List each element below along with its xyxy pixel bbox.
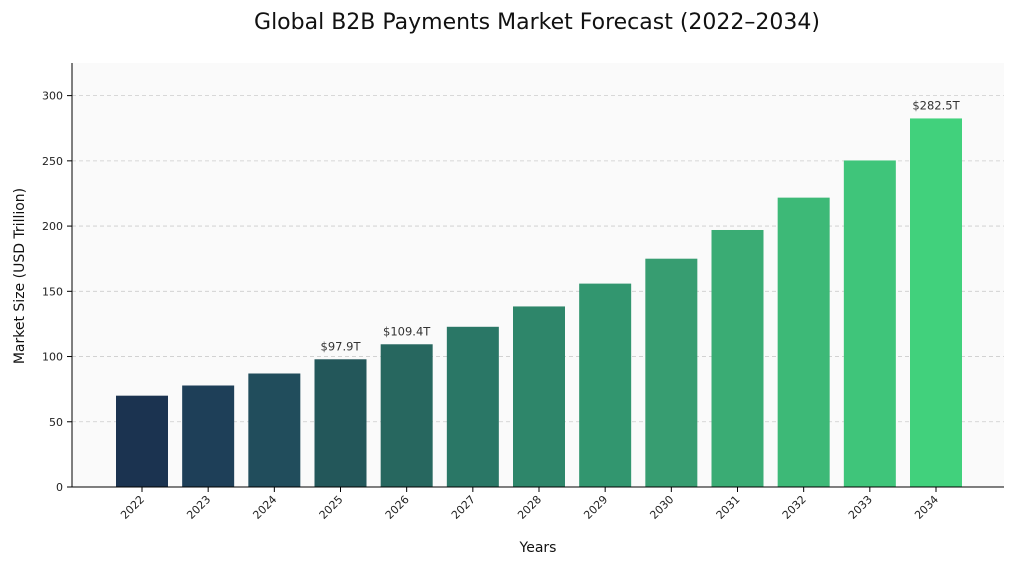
bar (314, 359, 367, 487)
x-tick-label: 2030 (647, 493, 676, 522)
bar (182, 385, 235, 487)
x-axis-label: Years (519, 540, 557, 556)
x-tick-label: 2034 (912, 493, 941, 522)
data-label: $97.9T (321, 339, 362, 353)
y-tick-label: 250 (42, 155, 63, 168)
x-axis-ticks: 2022 2023 2024 2025 2026 2027 2028 2029 2030 2031… (118, 487, 941, 522)
chart-title: Global B2B Payments Market Forecast (202… (254, 10, 820, 35)
x-tick-label: 2028 (515, 493, 544, 522)
data-label: $109.4T (383, 324, 431, 338)
x-tick-label: 2031 (714, 493, 743, 522)
bar (711, 229, 764, 487)
y-tick-label: 100 (42, 351, 63, 364)
bar (777, 197, 830, 488)
x-tick-label: 2023 (184, 493, 213, 522)
x-tick-label: 2033 (846, 493, 875, 522)
bar (645, 258, 698, 487)
bar (446, 326, 499, 487)
bar (513, 306, 565, 487)
data-labels: $97.9T $109.4T $282.5T (321, 98, 961, 353)
y-tick-label: 300 (42, 90, 63, 103)
bar (248, 373, 301, 487)
bar (579, 283, 632, 487)
y-tick-label: 0 (56, 481, 63, 494)
x-tick-label: 2022 (118, 493, 147, 522)
bar (116, 395, 168, 487)
x-tick-label: 2027 (449, 493, 478, 522)
y-tick-label: 150 (42, 285, 63, 298)
bar (380, 344, 433, 487)
bar (910, 118, 962, 487)
x-tick-label: 2026 (383, 493, 412, 522)
x-tick-label: 2032 (780, 493, 809, 522)
y-tick-label: 50 (49, 416, 63, 429)
bar-series (116, 118, 962, 488)
x-tick-label: 2029 (581, 493, 610, 522)
bar (843, 160, 896, 487)
y-axis-label: Market Size (USD Trillion) (12, 188, 28, 364)
y-axis-ticks: 0 50 100 150 200 250 300 (42, 90, 72, 494)
x-tick-label: 2025 (317, 493, 346, 522)
data-label: $282.5T (912, 98, 960, 112)
y-tick-label: 200 (42, 220, 63, 233)
x-tick-label: 2024 (250, 493, 279, 522)
